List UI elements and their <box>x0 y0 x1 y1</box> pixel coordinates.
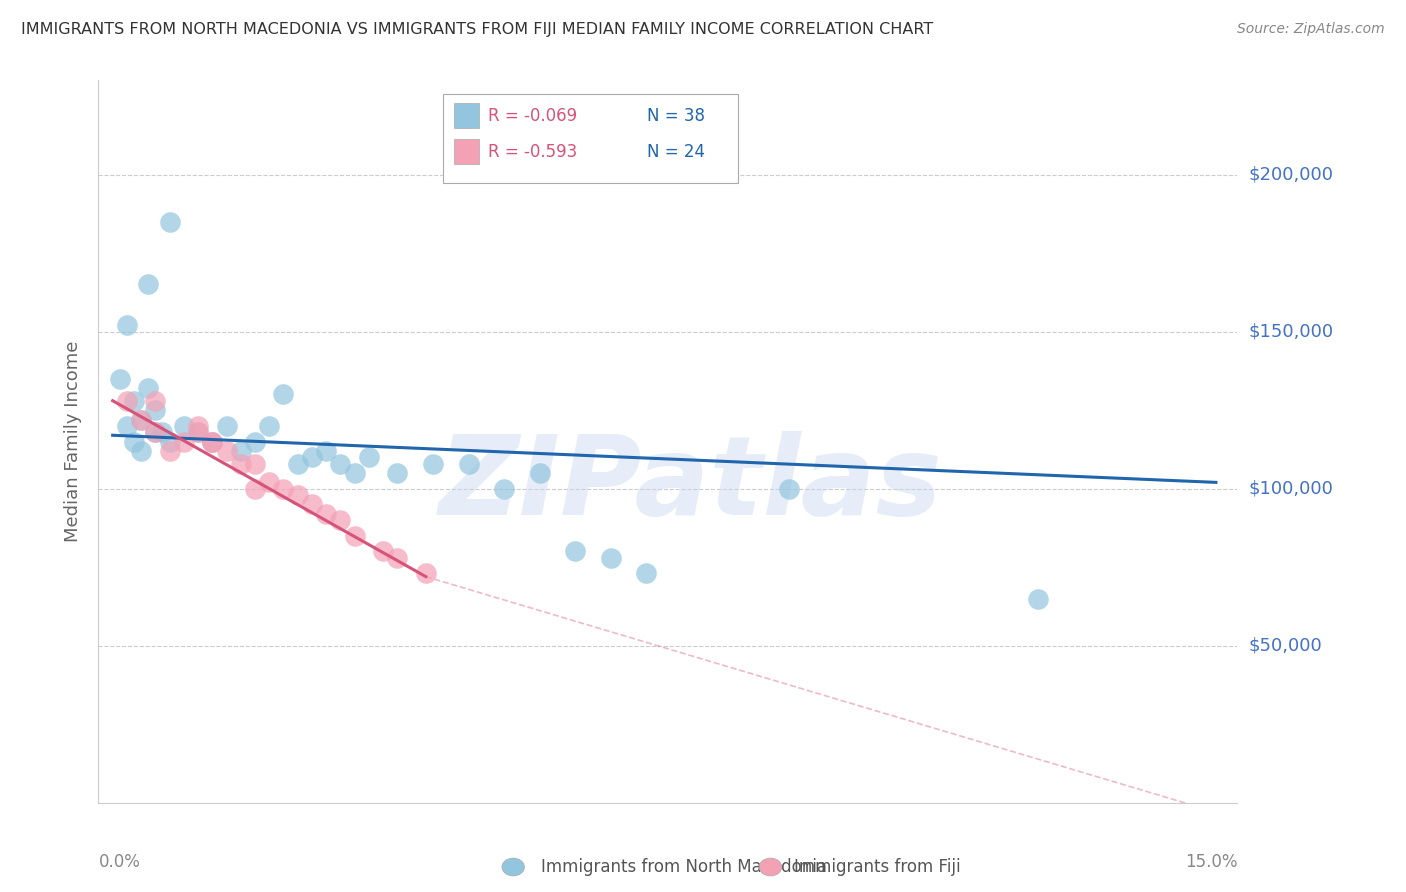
Point <box>129 412 152 426</box>
Point <box>778 482 800 496</box>
Point <box>115 393 138 408</box>
Point <box>187 425 209 439</box>
Point <box>187 418 209 433</box>
Point <box>215 444 238 458</box>
Point <box>145 425 167 439</box>
Point <box>329 513 352 527</box>
Point <box>201 434 224 449</box>
Text: 15.0%: 15.0% <box>1185 854 1237 871</box>
Point <box>415 566 437 581</box>
Text: $50,000: $50,000 <box>1249 637 1322 655</box>
Text: $100,000: $100,000 <box>1249 480 1333 498</box>
Text: ZIPatlas: ZIPatlas <box>439 432 942 539</box>
Point <box>229 444 252 458</box>
Point <box>315 507 337 521</box>
Point <box>173 434 195 449</box>
Point <box>145 425 167 439</box>
Point <box>273 482 295 496</box>
Point <box>343 466 366 480</box>
Point <box>122 434 145 449</box>
Point <box>145 403 167 417</box>
Point <box>494 482 516 496</box>
Point <box>136 277 159 292</box>
Point <box>243 457 266 471</box>
Point <box>129 412 152 426</box>
Point <box>636 566 658 581</box>
Point <box>229 457 252 471</box>
Point <box>145 393 167 408</box>
Point <box>301 497 323 511</box>
Point <box>215 418 238 433</box>
Point <box>301 450 323 465</box>
Text: $200,000: $200,000 <box>1249 166 1333 184</box>
Point <box>243 434 266 449</box>
Text: Source: ZipAtlas.com: Source: ZipAtlas.com <box>1237 22 1385 37</box>
Text: N = 38: N = 38 <box>647 107 704 125</box>
Point <box>159 434 181 449</box>
Point <box>564 544 586 558</box>
Text: Immigrants from Fiji: Immigrants from Fiji <box>794 858 962 876</box>
Point <box>357 450 380 465</box>
Point <box>115 418 138 433</box>
Point <box>129 444 152 458</box>
Point <box>259 475 281 490</box>
Point <box>315 444 337 458</box>
Text: R = -0.593: R = -0.593 <box>488 143 576 161</box>
Point <box>173 418 195 433</box>
Point <box>457 457 479 471</box>
Point <box>108 372 131 386</box>
Point <box>136 381 159 395</box>
Text: Immigrants from North Macedonia: Immigrants from North Macedonia <box>541 858 827 876</box>
Point <box>422 457 444 471</box>
Point <box>259 418 281 433</box>
Text: R = -0.069: R = -0.069 <box>488 107 576 125</box>
Text: 0.0%: 0.0% <box>98 854 141 871</box>
Point <box>201 434 224 449</box>
Point <box>159 444 181 458</box>
Point <box>122 393 145 408</box>
Point <box>387 550 409 565</box>
Point <box>243 482 266 496</box>
Text: N = 24: N = 24 <box>647 143 704 161</box>
Point <box>371 544 394 558</box>
Point <box>529 466 551 480</box>
Point <box>201 434 224 449</box>
Point <box>343 529 366 543</box>
Point <box>387 466 409 480</box>
Point <box>273 387 295 401</box>
Point <box>287 457 309 471</box>
Y-axis label: Median Family Income: Median Family Income <box>65 341 83 542</box>
Point <box>329 457 352 471</box>
Point <box>159 214 181 228</box>
Point <box>115 318 138 333</box>
Point <box>152 425 174 439</box>
Point <box>287 488 309 502</box>
Point <box>187 425 209 439</box>
Point <box>600 550 623 565</box>
Text: $150,000: $150,000 <box>1249 323 1333 341</box>
Point <box>1026 591 1049 606</box>
Text: IMMIGRANTS FROM NORTH MACEDONIA VS IMMIGRANTS FROM FIJI MEDIAN FAMILY INCOME COR: IMMIGRANTS FROM NORTH MACEDONIA VS IMMIG… <box>21 22 934 37</box>
